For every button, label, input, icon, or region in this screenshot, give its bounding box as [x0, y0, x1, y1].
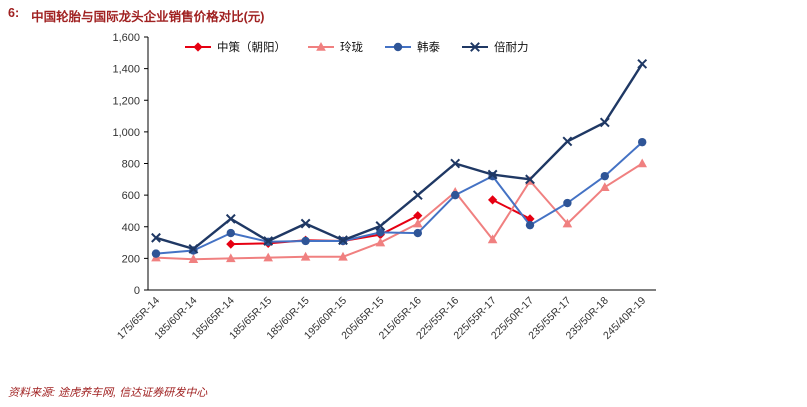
- legend-item-zhongce: 中策（朝阳）: [185, 40, 286, 54]
- y-axis-tick-label: 1,600: [112, 32, 140, 44]
- y-axis-tick-label: 600: [122, 190, 140, 202]
- legend-item-pirelli: 倍耐力: [462, 40, 529, 54]
- legend-label: 倍耐力: [494, 40, 529, 54]
- series-hantai: [151, 137, 647, 258]
- legend-label: 中策（朝阳）: [217, 40, 286, 54]
- y-axis-tick-label: 0: [134, 285, 140, 297]
- y-axis-tick-label: 400: [122, 222, 140, 234]
- y-axis-tick-label: 1,400: [112, 64, 140, 76]
- series-pirelli: [151, 58, 648, 254]
- y-axis-tick-label: 200: [122, 253, 140, 265]
- source-note: 资料来源: 途虎养车网, 信达证券研发中心: [8, 387, 208, 399]
- y-axis-tick-label: 1,200: [112, 95, 140, 107]
- y-axis-tick-label: 1,000: [112, 127, 140, 139]
- figure-title: 6: 中国轮胎与国际龙头企业销售价格对比(元): [8, 6, 264, 25]
- chart-legend: 中策（朝阳） 玲珑 韩泰 倍耐力: [185, 40, 529, 54]
- legend-label: 韩泰: [417, 40, 440, 54]
- figure-title-text: 中国轮胎与国际龙头企业销售价格对比(元): [31, 10, 265, 24]
- axes: 02004006008001,0001,2001,4001,600175/65R…: [112, 32, 656, 342]
- figure-number: 6:: [8, 6, 20, 20]
- legend-item-hantai: 韩泰: [385, 40, 440, 54]
- y-axis-tick-label: 800: [122, 159, 140, 171]
- legend-item-linglong: 玲珑: [308, 40, 363, 54]
- legend-label: 玲珑: [340, 40, 363, 54]
